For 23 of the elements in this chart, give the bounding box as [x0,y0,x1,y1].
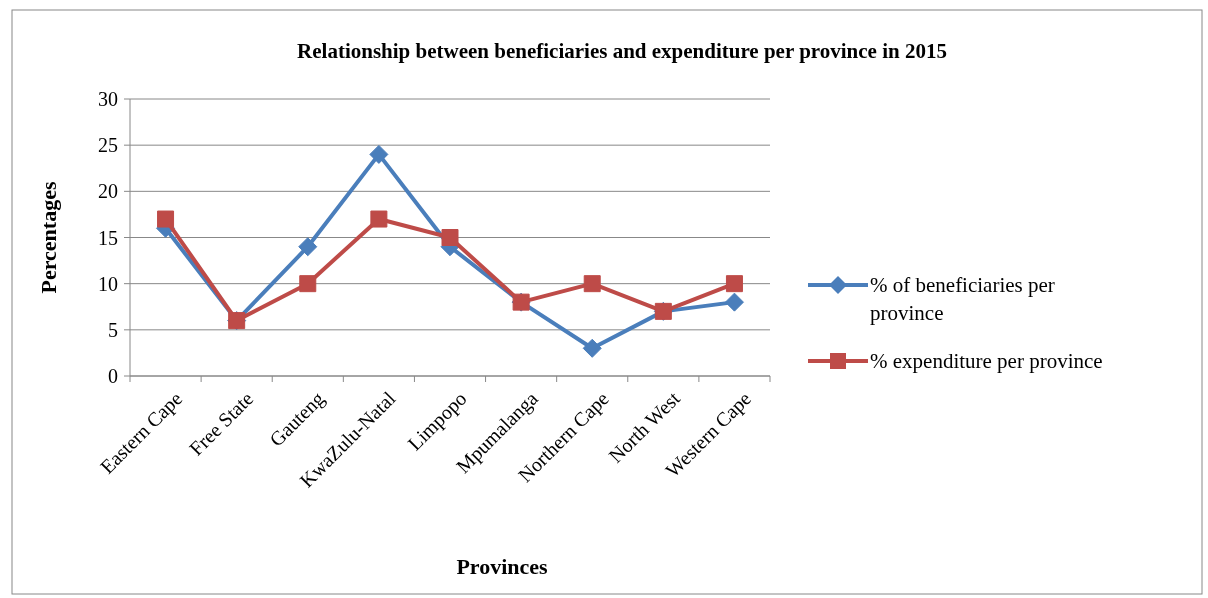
x-axis-title: Provinces [456,554,549,579]
y-tick-label: 10 [98,272,118,295]
legend-label: % of beneficiaries per province [870,273,1055,325]
point [157,210,175,228]
point [724,292,744,312]
x-tick-label: Free State [184,387,258,460]
point [298,237,318,257]
y-tick-label: 20 [98,180,118,203]
point [582,338,602,358]
y-tick-label: 15 [98,226,118,249]
point [370,210,388,228]
point [299,275,317,293]
y-axis-title: Percentages [36,181,61,294]
point [725,275,743,293]
point [369,144,389,164]
point [583,275,601,293]
y-tick-label: 25 [98,134,118,157]
point [441,229,459,246]
chart-title: Relationship between beneficiaries and expenditure per province in 2015 [297,39,947,63]
y-tick-label: 5 [108,318,118,341]
y-tick-label: 0 [108,365,118,387]
y-tick-label: 30 [98,88,118,110]
legend-label: % expenditure per province [870,349,1103,374]
